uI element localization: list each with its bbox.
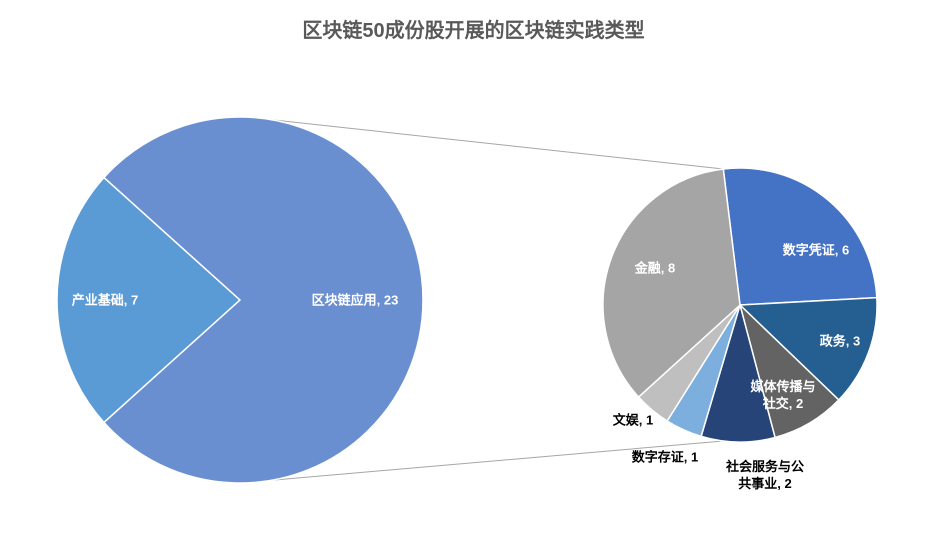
chart-title: 区块链50成份股开展的区块链实践类型	[302, 20, 645, 42]
slice-label: 产业基础, 7	[71, 292, 139, 308]
slice-value: 7	[131, 292, 139, 308]
pie-slice	[102, 116, 424, 484]
slice-label: 政务, 3	[819, 333, 861, 349]
slice-label: 数字存证, 1	[631, 449, 699, 465]
slice-category: 社会服务与公共事业	[725, 459, 804, 491]
slice-value: 2	[796, 396, 804, 411]
slice-label: 社会服务与公共事业, 2	[725, 459, 804, 491]
slice-value: 8	[668, 260, 676, 276]
slice-value: 6	[842, 242, 850, 258]
slice-category: 媒体传播与社交	[750, 379, 816, 411]
slice-value: 23	[383, 292, 399, 308]
connector-line	[271, 440, 724, 481]
slice-category: 区块链应用	[311, 292, 377, 308]
slice-label: 数字凭证, 6	[782, 242, 850, 258]
slice-value: 3	[853, 333, 861, 349]
slice-category: 政务	[819, 333, 846, 349]
slice-category: 文娱	[612, 412, 639, 428]
connector-line	[271, 119, 724, 170]
slice-category: 数字存证	[631, 449, 684, 465]
slice-category: 金融	[634, 260, 661, 276]
pie-slice	[738, 296, 878, 402]
pie-slice	[602, 168, 741, 399]
slice-label: 媒体传播与社交, 2	[750, 379, 816, 411]
slice-label: 文娱, 1	[612, 412, 654, 428]
slice-category: 产业基础	[71, 292, 124, 308]
slice-category: 数字凭证	[782, 242, 835, 258]
pie-slice	[56, 176, 242, 424]
pie-slice	[722, 167, 878, 306]
slice-label: 金融, 8	[634, 260, 676, 276]
slice-value: 2	[784, 476, 792, 491]
slice-label: 区块链应用, 23	[311, 292, 399, 308]
slice-value: 1	[691, 449, 699, 465]
slice-value: 1	[646, 412, 654, 428]
